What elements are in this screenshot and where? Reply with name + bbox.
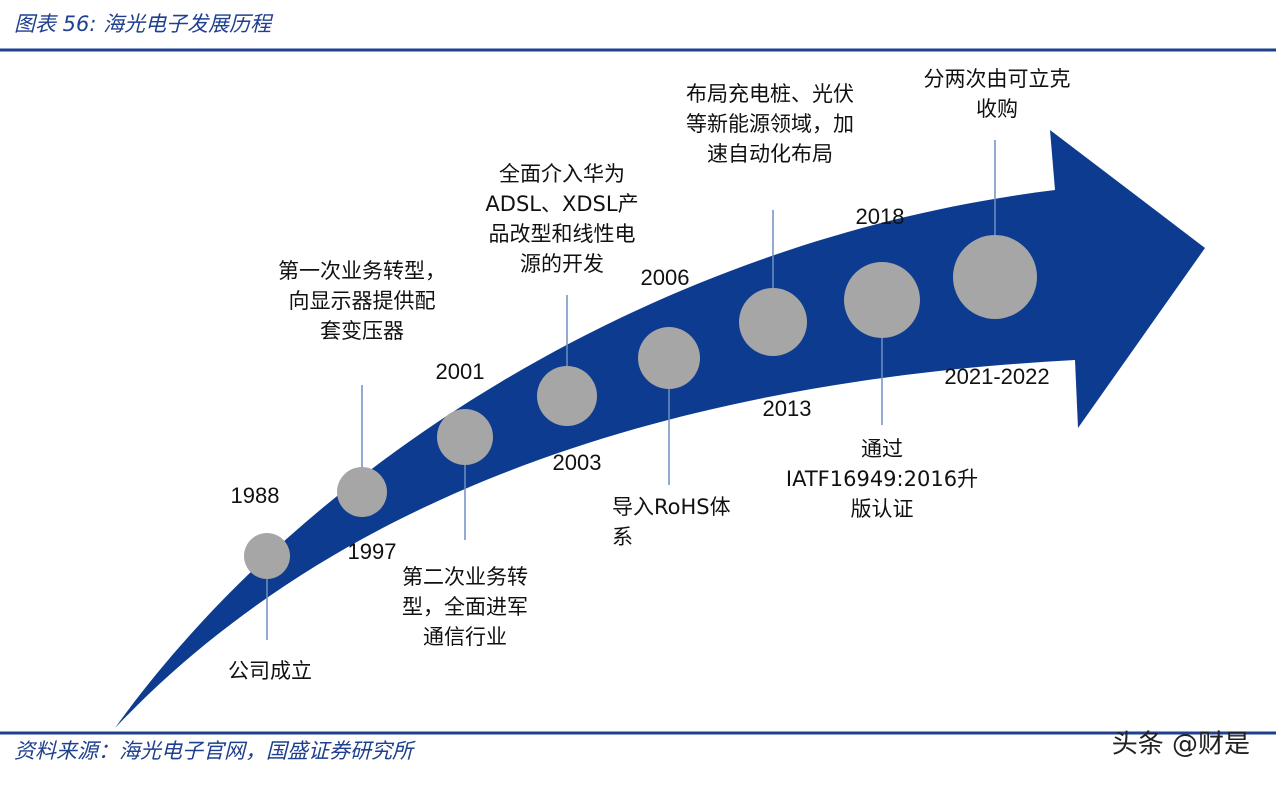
milestone-dot [437,409,493,465]
milestone-year: 2013 [763,396,812,421]
watermark: 头条 @财是 [1112,730,1250,760]
milestone-desc: 品改型和线性电 [489,222,636,246]
milestone-desc: 向显示器提供配 [289,289,436,313]
milestone-year: 2001 [436,359,485,384]
milestone-dot [953,235,1037,319]
milestone-desc: 套变压器 [320,319,404,343]
milestone-year: 1988 [231,483,280,508]
milestone-desc: 源的开发 [520,252,604,276]
milestone-desc: 分两次由可立克 [924,67,1071,91]
milestone-year: 1997 [348,539,397,564]
milestone-dot [844,262,920,338]
milestone-desc: 通信行业 [423,625,507,649]
milestone-dot [638,327,700,389]
milestone-dot [739,288,807,356]
milestone-dot [244,533,290,579]
milestone-year: 2018 [856,204,905,229]
milestone-dot [537,366,597,426]
milestone-desc: ADSL、XDSL产 [485,192,638,216]
milestone-year: 2021-2022 [944,364,1049,389]
milestone-desc: IATF16949:2016升 [786,467,978,491]
milestone-dot [337,467,387,517]
milestone-desc: 第一次业务转型， [278,259,446,283]
milestone-desc: 等新能源领域，加 [686,112,854,136]
milestone-desc: 版认证 [851,497,914,521]
milestone-desc: 收购 [976,97,1018,121]
milestone-desc: 全面介入华为 [499,162,625,186]
milestone-desc: 型，全面进军 [402,595,528,619]
title: 图表 56: 海光电子发展历程 [14,12,274,36]
milestone-desc: 通过 [861,437,903,461]
milestone-desc: 公司成立 [228,659,312,683]
timeline-arrow [115,130,1205,728]
source: 资料来源：海光电子官网，国盛证券研究所 [14,739,416,763]
milestone-desc: 速自动化布局 [707,142,833,166]
milestone-desc: 系 [612,525,633,549]
milestone-year: 2006 [641,265,690,290]
milestone-desc: 第二次业务转 [402,565,528,589]
milestone-desc: 导入RoHS体 [612,495,731,519]
milestone-year: 2003 [553,450,602,475]
milestone-desc: 布局充电桩、光伏 [686,82,854,106]
